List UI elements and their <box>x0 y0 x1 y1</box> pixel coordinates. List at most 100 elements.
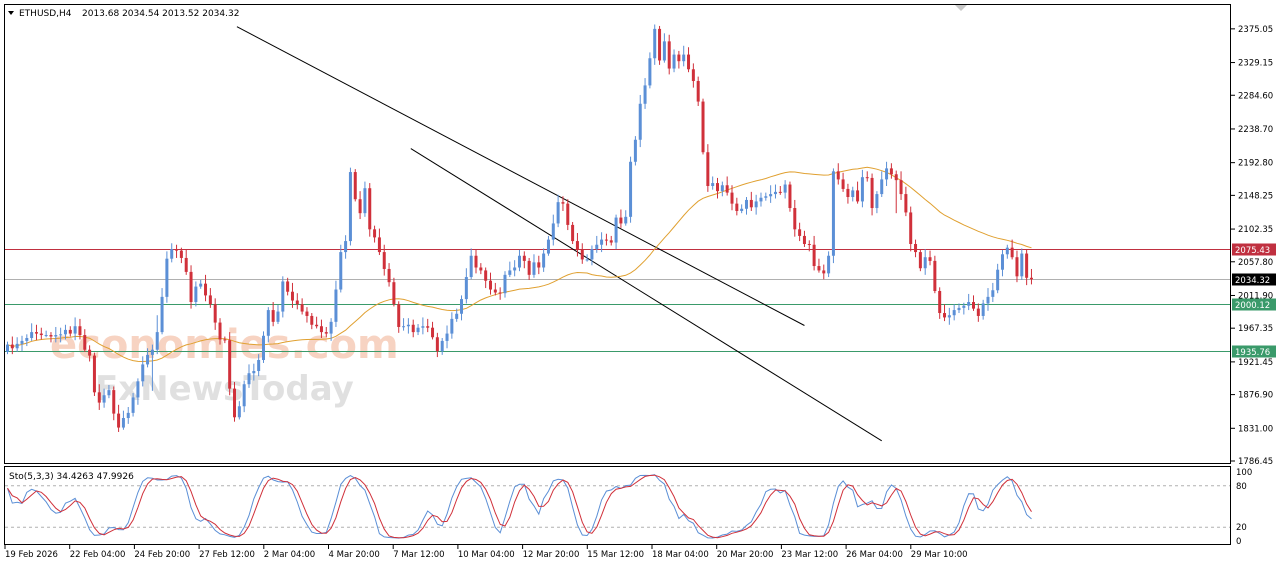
time-tick-label: 7 Mar 12:00 <box>393 550 444 560</box>
time-tick-label: 29 Mar 10:00 <box>911 550 968 560</box>
candle <box>629 156 633 223</box>
candle <box>348 167 352 246</box>
time-tick-label: 19 Feb 2026 <box>5 550 58 560</box>
candle <box>986 288 990 311</box>
candle <box>102 388 106 408</box>
candle <box>716 177 720 199</box>
candle <box>286 277 290 296</box>
candle <box>865 171 869 182</box>
stoch-level-label: 80 <box>1236 482 1247 492</box>
candle <box>532 254 536 278</box>
candle <box>136 378 140 405</box>
candle <box>247 364 251 388</box>
candle <box>150 344 154 391</box>
candle <box>6 341 9 355</box>
candle <box>25 334 29 347</box>
time-tick-label: 15 Mar 12:00 <box>587 550 644 560</box>
candle <box>691 63 695 88</box>
candle <box>730 185 734 211</box>
candle <box>315 316 319 329</box>
candle <box>522 251 526 269</box>
price-tick-label: 1786.45 <box>1238 457 1273 467</box>
candle <box>633 136 637 166</box>
level-label: 2034.32 <box>1235 276 1270 286</box>
price-tick-label: 1831.00 <box>1238 424 1273 434</box>
candle <box>571 221 575 245</box>
candle <box>373 225 377 243</box>
candle <box>720 181 724 197</box>
symbol-dropdown-icon[interactable] <box>8 11 14 15</box>
stoch-signal-line <box>7 474 1032 539</box>
candle <box>460 295 464 321</box>
price-tick-label: 2057.80 <box>1238 258 1273 268</box>
candle <box>30 323 34 341</box>
shift-marker-icon[interactable] <box>955 5 967 11</box>
candle <box>769 185 773 203</box>
candle <box>184 249 188 275</box>
candle <box>92 352 96 396</box>
candle <box>773 184 777 199</box>
candle <box>875 191 879 214</box>
candle <box>242 380 246 413</box>
candle <box>711 176 715 190</box>
candle <box>793 199 797 237</box>
moving-average <box>7 166 1032 363</box>
candle <box>831 168 835 264</box>
candle <box>382 244 386 276</box>
candle <box>233 382 237 422</box>
level-label-box <box>1232 345 1276 358</box>
candle <box>677 50 681 69</box>
candle <box>261 331 265 363</box>
candle <box>759 192 763 207</box>
candle <box>619 209 623 228</box>
candle <box>426 318 430 333</box>
candle <box>218 318 222 345</box>
candle <box>604 233 608 246</box>
candle <box>1025 249 1029 286</box>
candle <box>788 181 792 212</box>
candle <box>363 181 367 217</box>
trend-line-lower-channel[interactable] <box>410 148 882 442</box>
ma-line[interactable] <box>7 166 1032 363</box>
candle <box>49 332 53 343</box>
candle <box>78 318 82 340</box>
candle <box>725 176 729 196</box>
candle <box>513 260 517 277</box>
candle <box>537 255 541 275</box>
candle <box>83 329 87 352</box>
candle <box>687 47 691 73</box>
indicator-panel-frame <box>4 466 1231 545</box>
candle <box>527 257 531 280</box>
price-tick-label: 2238.70 <box>1238 125 1273 135</box>
candle <box>938 287 942 319</box>
candle <box>740 204 744 214</box>
candle <box>194 281 198 307</box>
candle <box>1015 250 1019 283</box>
main-panel-frame <box>4 4 1231 464</box>
trend-line-upper-channel[interactable] <box>236 26 805 326</box>
time-tick-label: 24 Feb 20:00 <box>134 550 190 560</box>
candle <box>595 235 599 253</box>
candle <box>947 307 951 325</box>
symbol-label[interactable]: ETHUSD,H4 <box>19 9 72 19</box>
price-tick-label: 2102.35 <box>1238 225 1273 235</box>
candle <box>851 186 855 202</box>
candle <box>300 298 304 315</box>
candle <box>701 98 705 155</box>
candle <box>957 303 961 314</box>
candle <box>827 251 831 278</box>
time-tick-label: 18 Mar 04:00 <box>652 550 709 560</box>
stoch-level-label: 20 <box>1236 523 1247 533</box>
price-axis: 2375.05 2329.15 2284.60 2238.70 2192.80 2148.… <box>1231 25 1273 467</box>
candle <box>662 33 666 63</box>
level-label-box <box>1232 243 1276 256</box>
candle <box>252 363 256 381</box>
candle <box>223 336 227 344</box>
candle <box>580 243 584 264</box>
candle <box>817 258 821 273</box>
candle <box>257 354 261 377</box>
candle <box>981 299 985 320</box>
candle <box>179 247 183 264</box>
time-tick-label: 26 Mar 04:00 <box>846 550 903 560</box>
